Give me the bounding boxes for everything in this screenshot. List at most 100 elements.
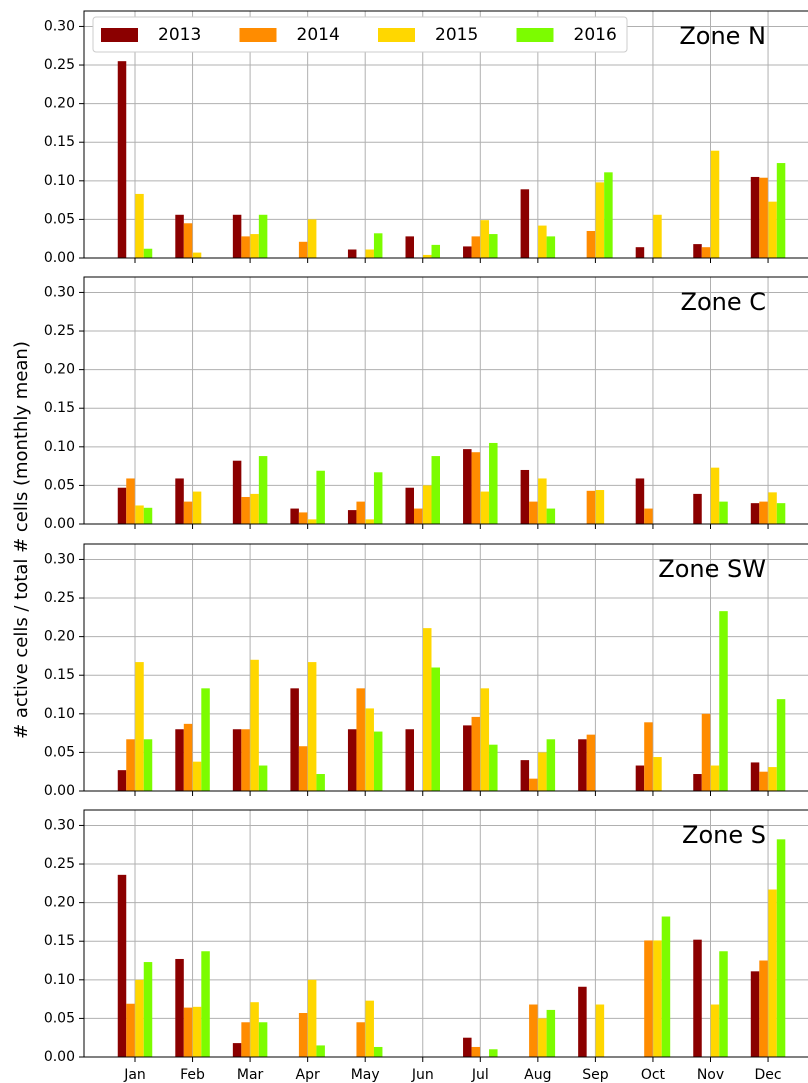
bar bbox=[347, 729, 357, 791]
bar bbox=[693, 244, 702, 258]
x-tick-label: Nov bbox=[697, 1067, 724, 1083]
y-tick-label: 0.00 bbox=[44, 516, 75, 532]
plot-area bbox=[84, 277, 808, 524]
bar bbox=[241, 1022, 250, 1057]
bar bbox=[635, 478, 645, 524]
bar bbox=[143, 739, 153, 791]
panel: 0.00 0.05 0.10 0.15 0.20 0.25 0.30 Jan Feb Mar Apr… bbox=[44, 809, 808, 1083]
bar bbox=[250, 1002, 259, 1057]
bar bbox=[250, 234, 259, 258]
bar bbox=[586, 490, 596, 524]
bar bbox=[653, 757, 662, 791]
y-tick-label: 0.00 bbox=[44, 1049, 75, 1065]
bar bbox=[126, 1003, 135, 1057]
bar bbox=[710, 1004, 720, 1057]
bar bbox=[431, 667, 440, 791]
bar bbox=[586, 734, 596, 791]
bar bbox=[316, 774, 325, 791]
bar bbox=[520, 469, 530, 524]
bar bbox=[480, 688, 490, 791]
bar bbox=[356, 501, 365, 524]
bar bbox=[117, 874, 127, 1057]
bar bbox=[117, 61, 127, 258]
bar bbox=[347, 510, 357, 524]
bar bbox=[365, 708, 374, 791]
bar bbox=[241, 236, 250, 258]
bar bbox=[759, 960, 768, 1057]
bar bbox=[463, 449, 472, 524]
bar bbox=[356, 688, 365, 791]
bar bbox=[192, 1006, 202, 1057]
bar bbox=[232, 460, 242, 524]
y-tick-label: 0.15 bbox=[44, 400, 75, 416]
bar bbox=[759, 501, 768, 524]
y-tick-label: 0.10 bbox=[44, 706, 75, 722]
bar bbox=[431, 244, 440, 258]
bar bbox=[701, 247, 711, 258]
bar bbox=[405, 487, 414, 524]
x-tick-label: Jan bbox=[123, 1067, 146, 1083]
y-tick-label: 0.25 bbox=[44, 57, 75, 73]
y-tick-label: 0.10 bbox=[44, 173, 75, 189]
y-tick-label: 0.15 bbox=[44, 933, 75, 949]
bar bbox=[135, 979, 144, 1057]
bar bbox=[520, 760, 530, 791]
bar bbox=[750, 503, 760, 524]
bar bbox=[365, 249, 374, 258]
x-tick-label: Oct bbox=[641, 1067, 666, 1083]
bar bbox=[316, 1045, 325, 1057]
bar bbox=[175, 958, 184, 1057]
bar bbox=[710, 150, 720, 258]
plot-frame bbox=[83, 10, 808, 259]
bar bbox=[290, 688, 299, 791]
panel: 0.00 0.05 0.10 0.15 0.20 0.25 0.30 Zone SW bbox=[44, 543, 808, 799]
y-tick-label: 0.25 bbox=[44, 590, 75, 606]
bar bbox=[635, 247, 645, 258]
y-tick-label: 0.15 bbox=[44, 667, 75, 683]
x-tick-label: Jun bbox=[411, 1067, 434, 1083]
x-tick-label: Sep bbox=[582, 1067, 609, 1083]
bar bbox=[356, 1022, 365, 1057]
panel-title: Zone S bbox=[682, 821, 766, 849]
bar bbox=[604, 172, 613, 258]
x-tick-label: Feb bbox=[180, 1067, 205, 1083]
bar bbox=[241, 496, 250, 524]
bar bbox=[232, 729, 242, 791]
legend-label: 2013 bbox=[158, 25, 201, 45]
bar bbox=[373, 1046, 383, 1057]
bar bbox=[595, 490, 605, 524]
bar bbox=[653, 214, 662, 258]
bar bbox=[546, 739, 556, 791]
bar bbox=[529, 1004, 538, 1057]
y-tick-label: 0.30 bbox=[44, 817, 75, 833]
panel-title: Zone N bbox=[679, 22, 766, 50]
y-tick-label: 0.20 bbox=[44, 895, 75, 911]
bar bbox=[423, 254, 432, 258]
bar bbox=[750, 176, 760, 258]
y-tick-label: 0.20 bbox=[44, 96, 75, 112]
bar bbox=[117, 770, 127, 791]
y-tick-label: 0.30 bbox=[44, 551, 75, 567]
bar bbox=[143, 962, 153, 1057]
bar bbox=[538, 1018, 547, 1057]
bar bbox=[431, 456, 440, 524]
bar bbox=[183, 223, 193, 258]
bar bbox=[423, 628, 432, 791]
bar bbox=[373, 472, 383, 524]
legend-label: 2014 bbox=[297, 25, 340, 45]
bar bbox=[298, 512, 308, 524]
bar bbox=[117, 487, 127, 524]
bar bbox=[546, 508, 556, 524]
bar bbox=[546, 236, 556, 258]
bar bbox=[768, 492, 777, 524]
bar bbox=[175, 214, 184, 258]
y-tick-label: 0.20 bbox=[44, 629, 75, 645]
x-tick-label: Mar bbox=[237, 1067, 264, 1083]
bar bbox=[701, 713, 711, 791]
bar bbox=[373, 731, 383, 791]
bar bbox=[471, 236, 481, 258]
bar bbox=[250, 493, 259, 524]
panel: 0.00 0.05 0.10 0.15 0.20 0.25 0.30 Zone N 2013 20… bbox=[44, 10, 808, 266]
bar bbox=[463, 725, 472, 791]
y-tick-label: 0.10 bbox=[44, 972, 75, 988]
